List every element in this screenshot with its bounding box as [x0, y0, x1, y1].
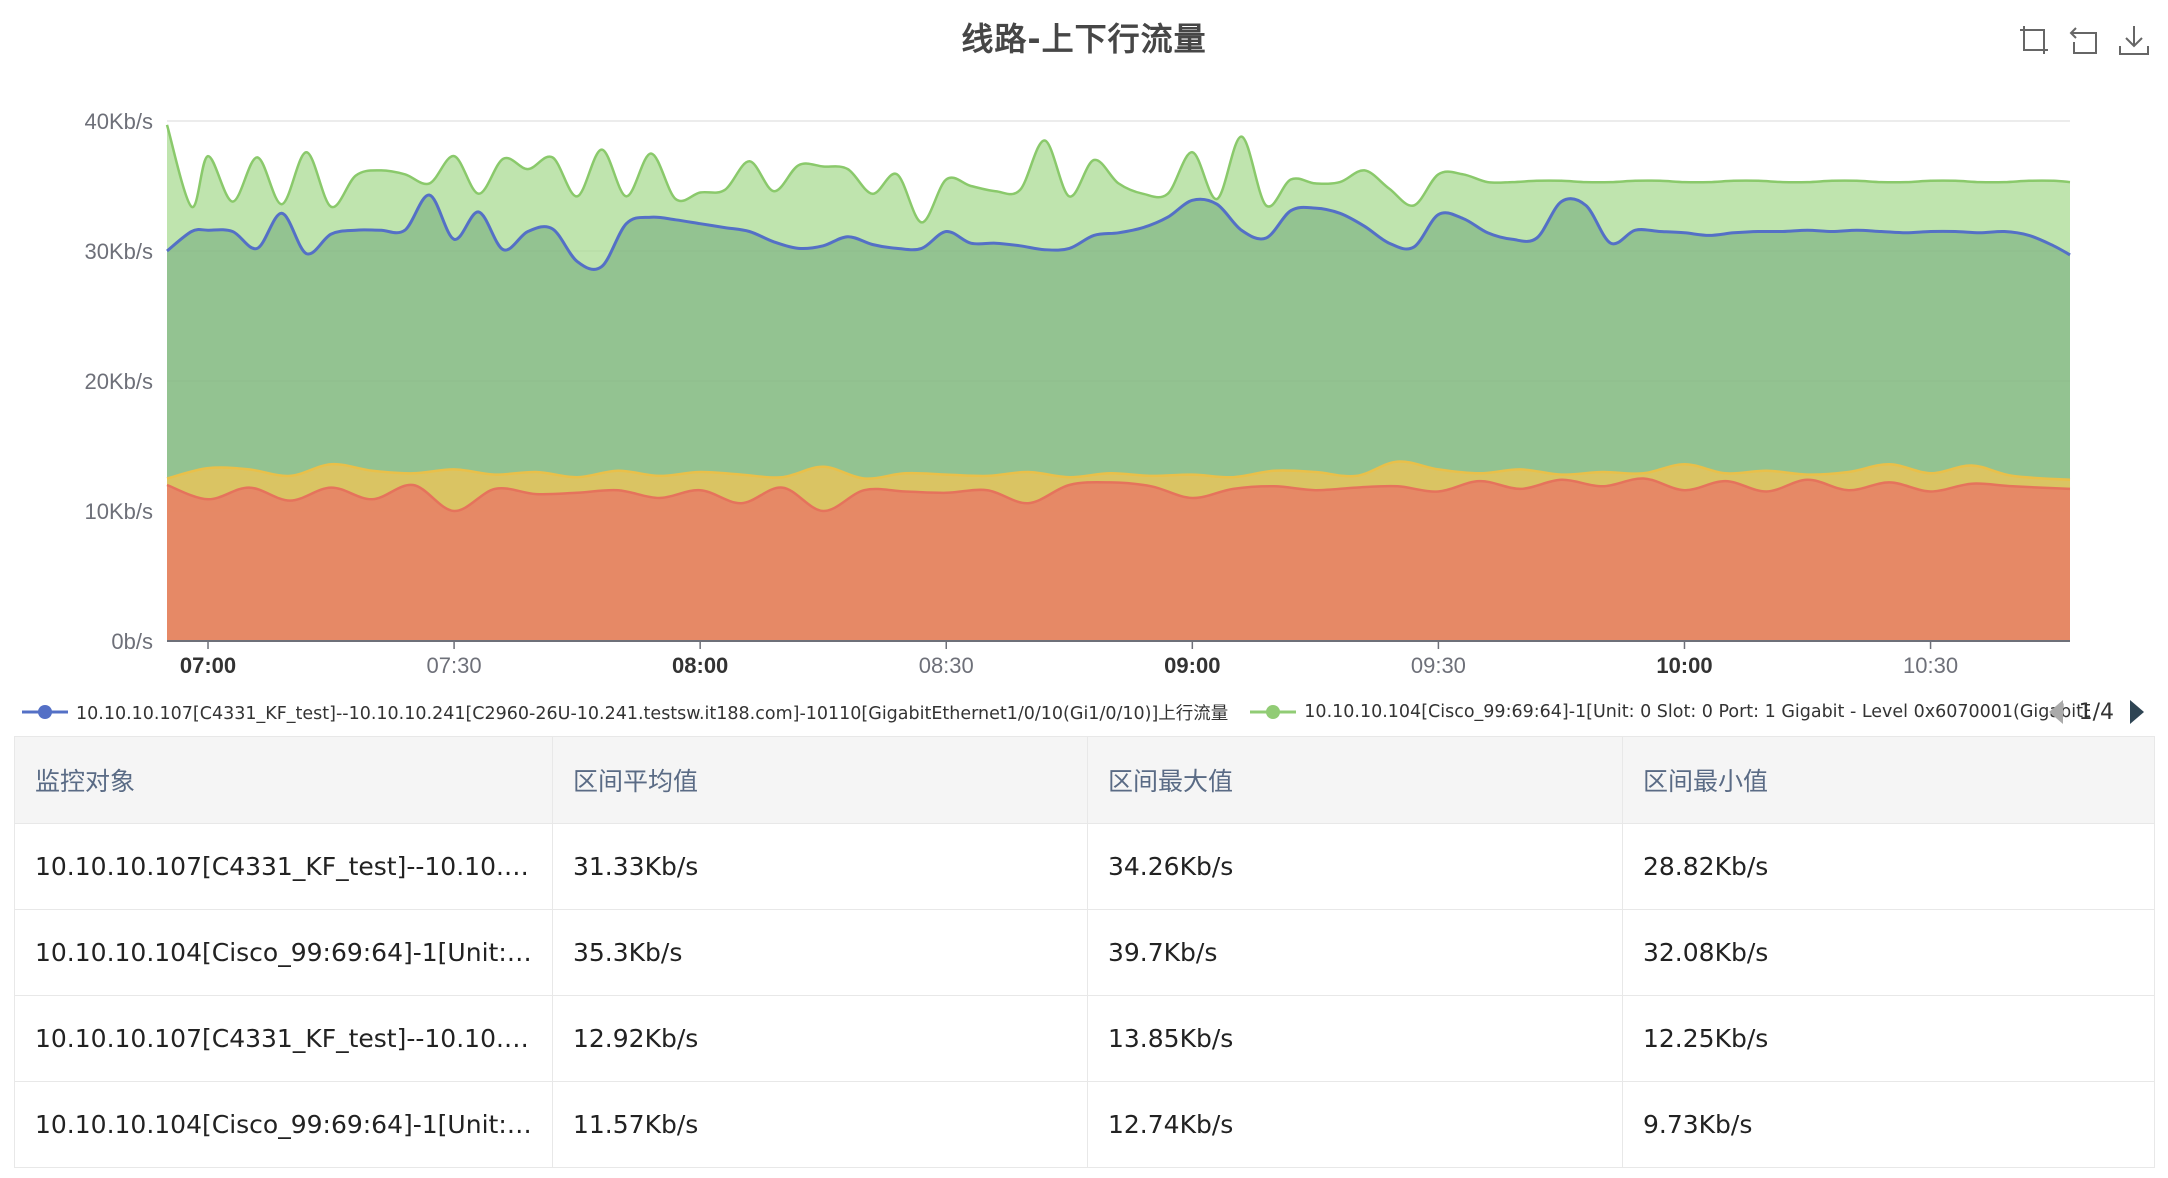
legend-pager: 1/4 — [2045, 694, 2148, 730]
cell-object: 10.10.10.107[C4331_KF_test]--10.10.10.… — [14, 995, 553, 1082]
x-tick-label: 07:00 — [180, 653, 236, 678]
x-tick-label: 08:30 — [919, 653, 974, 678]
cell-max: 12.74Kb/s — [1087, 1081, 1623, 1168]
series-area-red-fill — [167, 478, 2070, 641]
x-tick-label: 10:00 — [1656, 653, 1712, 678]
cell-avg: 12.92Kb/s — [552, 995, 1088, 1082]
cell-max: 39.7Kb/s — [1087, 909, 1623, 996]
zoom-area-icon[interactable] — [2016, 22, 2052, 58]
legend-swatch-line-icon — [22, 705, 68, 719]
legend-item-series-2[interactable]: 10.10.10.104[Cisco_99:69:64]-1[Unit: 0 S… — [1250, 702, 2090, 722]
legend-swatch-line-icon — [1250, 705, 1297, 719]
table-row: 10.10.10.107[C4331_KF_test]--10.10.10.… … — [14, 995, 2155, 1082]
download-icon[interactable] — [2116, 22, 2152, 58]
x-tick-label: 07:30 — [427, 653, 482, 678]
y-tick-label: 0b/s — [111, 629, 153, 654]
y-tick-label: 30Kb/s — [85, 239, 154, 264]
cell-object: 10.10.10.104[Cisco_99:69:64]-1[Unit: 0 S… — [14, 909, 553, 996]
cell-object: 10.10.10.107[C4331_KF_test]--10.10.10.… — [14, 823, 553, 910]
table-row: 10.10.10.104[Cisco_99:69:64]-1[Unit: 0 S… — [14, 1081, 2155, 1168]
table-header-row: 监控对象 区间平均值 区间最大值 区间最小值 — [14, 736, 2155, 824]
chevron-left-icon[interactable] — [2045, 698, 2067, 726]
x-tick-label: 08:00 — [672, 653, 728, 678]
cell-min: 28.82Kb/s — [1622, 823, 2155, 910]
table-row: 10.10.10.104[Cisco_99:69:64]-1[Unit: 0 S… — [14, 909, 2155, 996]
table-row: 10.10.10.107[C4331_KF_test]--10.10.10.… … — [14, 823, 2155, 910]
column-header-max: 区间最大值 — [1087, 736, 1623, 824]
x-axis: 07:00 07:30 08:00 08:30 09:00 09:30 10:00 10:30 — [167, 640, 2070, 678]
cell-avg: 35.3Kb/s — [552, 909, 1088, 996]
cell-min: 9.73Kb/s — [1622, 1081, 2155, 1168]
cell-avg: 11.57Kb/s — [552, 1081, 1088, 1168]
y-axis: 0b/s 10Kb/s 20Kb/s 30Kb/s 40Kb/s — [85, 109, 154, 654]
cell-max: 13.85Kb/s — [1087, 995, 1623, 1082]
cell-object: 10.10.10.104[Cisco_99:69:64]-1[Unit: 0 S… — [14, 1081, 553, 1168]
x-tick-label: 10:30 — [1903, 653, 1958, 678]
column-header-object: 监控对象 — [14, 736, 553, 824]
y-tick-label: 40Kb/s — [85, 109, 154, 134]
legend-label: 10.10.10.107[C4331_KF_test]--10.10.10.24… — [76, 703, 1229, 724]
x-tick-label: 09:00 — [1164, 653, 1220, 678]
stats-table: 监控对象 区间平均值 区间最大值 区间最小值 10.10.10.107[C433… — [14, 736, 2155, 1168]
cell-min: 12.25Kb/s — [1622, 995, 2155, 1082]
legend-item-series-1[interactable]: 10.10.10.107[C4331_KF_test]--10.10.10.24… — [22, 700, 1228, 725]
y-tick-label: 10Kb/s — [85, 499, 154, 524]
series-line-blue — [166, 193, 2071, 271]
series-area-green-edge — [165, 124, 2071, 224]
zoom-reset-icon[interactable] — [2066, 22, 2102, 58]
column-header-avg: 区间平均值 — [552, 736, 1088, 824]
chart-toolbox — [2016, 22, 2152, 58]
traffic-area-chart: 07:00 07:30 08:00 08:30 09:00 09:30 10:00 10:30… — [85, 109, 2071, 678]
chevron-right-icon[interactable] — [2126, 698, 2148, 726]
chart-title: 线路-上下行流量 — [961, 20, 1207, 58]
legend-page-indicator: 1/4 — [2078, 699, 2114, 725]
series-area-yellow-edge — [166, 460, 2071, 482]
y-tick-label: 20Kb/s — [85, 369, 154, 394]
cell-min: 32.08Kb/s — [1622, 909, 2155, 996]
x-tick-label: 09:30 — [1411, 653, 1466, 678]
series-area-red-edge — [166, 477, 2071, 513]
cell-avg: 31.33Kb/s — [552, 823, 1088, 910]
chart-legend: 10.10.10.107[C4331_KF_test]--10.10.10.24… — [22, 694, 2148, 730]
series-layer — [165, 124, 2071, 641]
legend-label: 10.10.10.104[Cisco_99:69:64]-1[Unit: 0 S… — [1304, 702, 2091, 722]
column-header-min: 区间最小值 — [1622, 736, 2155, 824]
cell-max: 34.26Kb/s — [1087, 823, 1623, 910]
